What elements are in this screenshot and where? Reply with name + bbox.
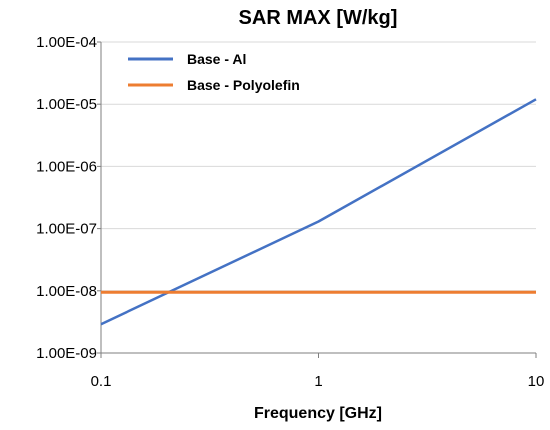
- grid: [101, 41, 536, 354]
- x-axis-title: Frequency [GHz]: [254, 405, 382, 422]
- axes: [97, 41, 537, 358]
- x-tick-label-0: 0.1: [91, 373, 112, 390]
- legend: Base - Al Base - Polyolefin: [128, 51, 300, 93]
- y-tick-label-2: 1.00E-06: [36, 158, 97, 175]
- y-tick-label-0: 1.00E-04: [36, 34, 97, 51]
- series: [100, 98, 537, 326]
- series-line-0: [100, 98, 537, 326]
- y-tick-label-5: 1.00E-09: [36, 345, 97, 362]
- y-tick-labels: 1.00E-04 1.00E-05 1.00E-06 1.00E-07 1.00E-08…: [36, 34, 97, 362]
- x-tick-labels: 0.1 1 10: [91, 373, 545, 390]
- legend-label-0: Base - Al: [187, 51, 246, 67]
- chart-title: SAR MAX [W/kg]: [239, 7, 398, 29]
- legend-label-1: Base - Polyolefin: [187, 77, 300, 93]
- x-tick-label-1: 1: [314, 373, 322, 390]
- y-tick-label-4: 1.00E-08: [36, 283, 97, 300]
- x-tick-label-2: 10: [528, 373, 545, 390]
- y-tick-label-3: 1.00E-07: [36, 221, 97, 238]
- y-tick-label-1: 1.00E-05: [36, 96, 97, 113]
